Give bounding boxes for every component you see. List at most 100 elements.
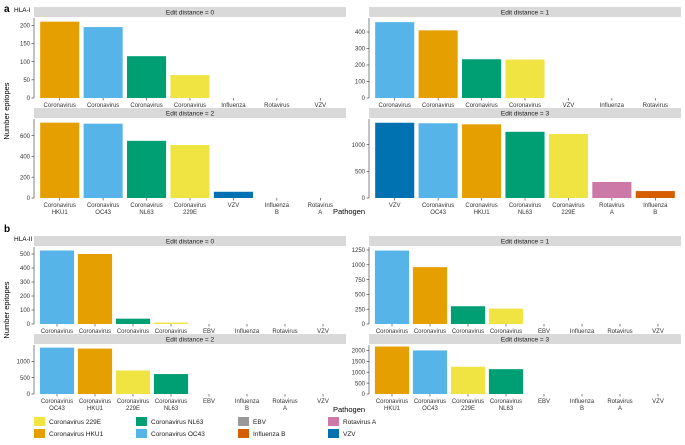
x-tick-label: EBV: [203, 399, 215, 405]
y-tick-label: 200: [20, 23, 31, 29]
y-tick-label: 200: [355, 63, 366, 69]
y-tick-label: 300: [20, 280, 31, 286]
legend-swatch: [136, 417, 147, 426]
x-tick-label: VZV: [317, 399, 329, 405]
bar: [488, 369, 524, 394]
bar: [462, 124, 502, 198]
legend-label: Influenza B: [253, 431, 286, 438]
legend-swatch: [136, 429, 147, 438]
legend-swatch: [328, 429, 339, 438]
bar: [40, 122, 80, 198]
y-tick-label: 1000: [352, 143, 366, 149]
y-tick-label: 200: [20, 294, 31, 300]
bar: [548, 133, 588, 198]
bar: [418, 123, 458, 198]
panel-strip: [34, 7, 346, 17]
legend-swatch: [34, 429, 45, 438]
legend-label: VZV: [343, 431, 356, 438]
legend-item: Coronavirus OC43: [136, 429, 205, 438]
bar: [83, 123, 123, 198]
legend-label: Coronavirus HKU1: [49, 431, 104, 438]
y-tick-label: 1000: [352, 263, 366, 269]
bar: [462, 59, 502, 98]
panel-a-2: Edit distance = 2 0 200 400 600 Coronavirus HK…: [20, 108, 346, 216]
x-axis-label-a: Pathogen: [333, 207, 365, 216]
bar: [77, 254, 113, 324]
bar: [374, 250, 410, 324]
section-label-b: b: [4, 224, 10, 235]
bar: [374, 346, 410, 394]
y-tick-label: 600: [20, 134, 31, 140]
bar: [40, 21, 80, 98]
legend-swatch: [238, 429, 249, 438]
y-tick-label: 0: [362, 196, 366, 202]
y-tick-label: 500: [355, 293, 366, 299]
panel-strip: [369, 108, 681, 118]
y-tick-label: 0: [362, 392, 366, 398]
legend-item: EBV: [238, 417, 267, 426]
y-tick-label: 50: [23, 78, 30, 84]
bar: [213, 191, 253, 198]
y-tick-label: 0: [362, 322, 366, 328]
y-tick-label: 100: [20, 308, 31, 314]
legend: Coronavirus 229E Coronavirus HKU1 Coronavi…: [34, 417, 377, 438]
panel-b-6: Edit distance = 2 0 500 1000 Coronavirus OC43…: [17, 334, 346, 412]
panel-title: Edit distance = 1: [501, 239, 550, 246]
legend-label: Coronavirus OC43: [151, 431, 205, 438]
panel-a-3: Edit distance = 3 0 500 1000 VZV Coronavirus O…: [352, 108, 681, 216]
bar: [153, 374, 189, 394]
panel-b-4: Edit distance = 00100200300400500Coronav…: [20, 236, 346, 342]
y-tick-label: 200: [20, 175, 31, 181]
bar: [77, 348, 113, 394]
section-title-hla-ii: HLA-II: [14, 236, 33, 243]
legend-swatch: [328, 417, 339, 426]
panel-title: Edit distance = 2: [166, 111, 215, 118]
bar: [127, 140, 167, 198]
legend-label: Rotavirus A: [343, 419, 377, 426]
panel-b-5: Edit distance = 1025050075010001250Coron…: [352, 236, 681, 342]
legend-item: Rotavirus A: [328, 417, 377, 426]
x-tick-label: VZV: [652, 399, 664, 405]
bar: [170, 75, 210, 98]
section-title-hla-i: HLA-I: [14, 7, 31, 14]
y-tick-label: 0: [27, 392, 31, 398]
bar: [412, 350, 448, 394]
y-tick-label: 100: [355, 80, 366, 86]
bar: [170, 144, 210, 198]
y-tick-label: 1000: [17, 360, 31, 366]
bar: [39, 347, 75, 394]
panel-b-7: Edit distance = 3 0 500 1000 1500 2000 Coronav…: [352, 334, 681, 412]
panel-title: Edit distance = 2: [166, 337, 215, 344]
section-label-a: a: [4, 4, 10, 15]
x-tick-label: VZV: [652, 329, 664, 335]
bar: [375, 22, 415, 98]
bar: [153, 322, 189, 324]
y-tick-label: 0: [362, 96, 366, 102]
y-tick-label: 100: [20, 60, 31, 66]
x-tick-label: VZV: [228, 203, 240, 209]
x-axis-label-b: Pathogen: [333, 405, 365, 414]
y-tick-label: 0: [27, 196, 31, 202]
y-tick-label: 300: [355, 47, 366, 53]
y-tick-label: 250: [355, 307, 366, 313]
y-tick-label: 400: [20, 155, 31, 161]
y-tick-label: 400: [20, 266, 31, 272]
bar: [488, 308, 524, 324]
bar: [115, 318, 151, 324]
bar: [375, 122, 415, 198]
